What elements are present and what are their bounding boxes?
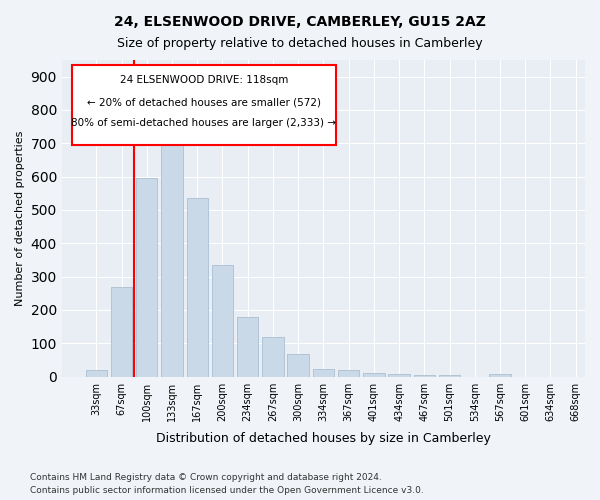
Text: 24, ELSENWOOD DRIVE, CAMBERLEY, GU15 2AZ: 24, ELSENWOOD DRIVE, CAMBERLEY, GU15 2AZ <box>114 15 486 29</box>
Bar <box>363 372 385 376</box>
Text: Size of property relative to detached houses in Camberley: Size of property relative to detached ho… <box>117 38 483 51</box>
Text: 80% of semi-detached houses are larger (2,333) →: 80% of semi-detached houses are larger (… <box>71 118 337 128</box>
Bar <box>161 132 183 376</box>
Bar <box>287 354 309 376</box>
Bar <box>313 370 334 376</box>
Text: Contains public sector information licensed under the Open Government Licence v3: Contains public sector information licen… <box>30 486 424 495</box>
Y-axis label: Number of detached properties: Number of detached properties <box>15 130 25 306</box>
Text: ← 20% of detached houses are smaller (572): ← 20% of detached houses are smaller (57… <box>87 98 321 108</box>
Text: 24 ELSENWOOD DRIVE: 118sqm: 24 ELSENWOOD DRIVE: 118sqm <box>120 75 288 85</box>
Bar <box>338 370 359 376</box>
Bar <box>187 198 208 376</box>
Bar <box>237 318 259 376</box>
Text: Contains HM Land Registry data © Crown copyright and database right 2024.: Contains HM Land Registry data © Crown c… <box>30 474 382 482</box>
Bar <box>388 374 410 376</box>
Bar <box>212 265 233 376</box>
Bar <box>86 370 107 376</box>
Bar <box>136 178 157 376</box>
Bar <box>413 374 435 376</box>
Bar <box>439 375 460 376</box>
X-axis label: Distribution of detached houses by size in Camberley: Distribution of detached houses by size … <box>156 432 491 445</box>
Bar <box>490 374 511 376</box>
Bar <box>262 338 284 376</box>
Bar <box>111 286 132 376</box>
